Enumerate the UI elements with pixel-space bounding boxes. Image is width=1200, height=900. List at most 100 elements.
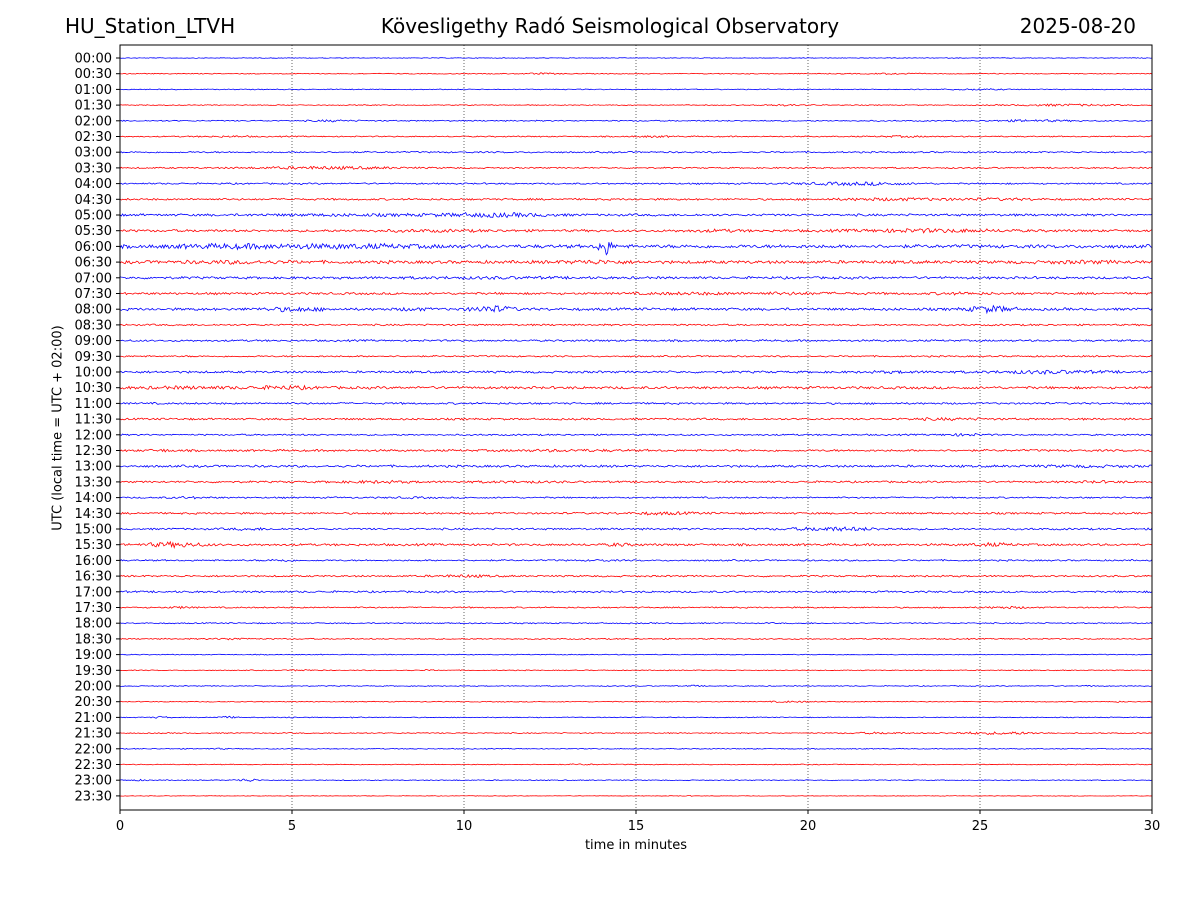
y-tick-label: 10:00 bbox=[75, 366, 112, 381]
y-tick-label: 01:30 bbox=[75, 99, 112, 114]
y-tick-label: 03:30 bbox=[75, 161, 112, 176]
x-tick-label: 0 bbox=[116, 819, 124, 834]
chart-title: Kövesligethy Radó Seismological Observat… bbox=[380, 14, 840, 38]
trace-1430 bbox=[119, 511, 1153, 516]
trace-1930 bbox=[119, 669, 1153, 672]
x-tick-label: 10 bbox=[456, 819, 473, 834]
trace-0430 bbox=[119, 197, 1153, 202]
x-tick-label: 25 bbox=[972, 819, 989, 834]
y-tick-label: 23:30 bbox=[75, 789, 112, 804]
trace-2100 bbox=[119, 715, 1153, 719]
y-tick-label: 06:30 bbox=[75, 256, 112, 271]
y-tick-label: 16:00 bbox=[75, 554, 112, 569]
y-tick-label: 21:00 bbox=[75, 711, 112, 726]
trace-1300 bbox=[119, 464, 1153, 469]
y-tick-label: 20:30 bbox=[75, 695, 112, 710]
trace-1630 bbox=[119, 573, 1153, 578]
grid-lines bbox=[291, 45, 981, 810]
y-tick-label: 21:30 bbox=[75, 727, 112, 742]
y-tick-label: 08:30 bbox=[75, 318, 112, 333]
y-tick-label: 19:30 bbox=[75, 664, 112, 679]
trace-1330 bbox=[119, 479, 1153, 485]
trace-0030 bbox=[119, 72, 1153, 76]
x-tick-label: 5 bbox=[288, 819, 296, 834]
y-tick-label: 07:30 bbox=[75, 287, 112, 302]
y-tick-label: 16:30 bbox=[75, 570, 112, 585]
station-name: HU_Station_LTVH bbox=[65, 14, 236, 38]
trace-1200 bbox=[119, 432, 1153, 437]
y-tick-label: 00:00 bbox=[75, 52, 112, 67]
trace-1400 bbox=[119, 495, 1153, 500]
y-tick-label: 08:00 bbox=[75, 303, 112, 318]
trace-0100 bbox=[119, 88, 1153, 91]
trace-1800 bbox=[119, 622, 1153, 625]
trace-2200 bbox=[120, 747, 1153, 750]
y-tick-label: 11:30 bbox=[75, 413, 112, 428]
y-tick-label: 14:00 bbox=[75, 491, 112, 506]
y-tick-label: 01:00 bbox=[75, 83, 112, 98]
y-tick-label: 02:30 bbox=[75, 130, 112, 145]
trace-0930 bbox=[119, 354, 1153, 358]
trace-2130 bbox=[119, 731, 1153, 735]
y-tick-label: 07:00 bbox=[75, 271, 112, 286]
y-tick-label: 10:30 bbox=[75, 381, 112, 396]
y-tick-label: 20:00 bbox=[75, 680, 112, 695]
y-tick-label: 23:00 bbox=[75, 774, 112, 789]
y-tick-label: 13:30 bbox=[75, 475, 112, 490]
trace-0330 bbox=[119, 165, 1153, 170]
y-tick-label: 00:30 bbox=[75, 67, 112, 82]
trace-1600 bbox=[119, 558, 1153, 562]
trace-0000 bbox=[119, 57, 1153, 59]
trace-0500 bbox=[119, 211, 1153, 219]
y-tick-label: 05:00 bbox=[75, 209, 112, 224]
y-tick-label: 18:00 bbox=[75, 617, 112, 632]
trace-1130 bbox=[119, 416, 1153, 422]
trace-1100 bbox=[119, 401, 1153, 406]
y-tick-label: 22:00 bbox=[75, 742, 112, 757]
y-tick-label: 06:00 bbox=[75, 240, 112, 255]
y-tick-label: 04:00 bbox=[75, 177, 112, 192]
x-tick-label: 30 bbox=[1144, 819, 1161, 834]
trace-2030 bbox=[119, 700, 1153, 703]
trace-0630 bbox=[119, 259, 1153, 265]
trace-0130 bbox=[119, 103, 1153, 107]
y-tick-label: 11:00 bbox=[75, 397, 112, 412]
seismogram-traces bbox=[119, 57, 1153, 797]
y-tick-label: 12:30 bbox=[75, 444, 112, 459]
trace-0600 bbox=[119, 241, 1153, 256]
y-tick-label: 09:00 bbox=[75, 334, 112, 349]
trace-2230 bbox=[119, 763, 1153, 766]
x-tick-label: 15 bbox=[628, 819, 645, 834]
trace-0230 bbox=[119, 135, 1152, 139]
trace-0300 bbox=[119, 150, 1153, 154]
trace-0200 bbox=[119, 118, 1153, 123]
y-tick-label: 15:00 bbox=[75, 523, 112, 538]
y-tick-label: 04:30 bbox=[75, 193, 112, 208]
x-axis-label: time in minutes bbox=[584, 838, 688, 853]
trace-1030 bbox=[119, 384, 1153, 391]
trace-0830 bbox=[119, 323, 1153, 327]
trace-1830 bbox=[119, 637, 1153, 641]
trace-1230 bbox=[119, 448, 1153, 453]
trace-1530 bbox=[119, 540, 1153, 549]
trace-0730 bbox=[119, 291, 1153, 296]
y-tick-label: 05:30 bbox=[75, 224, 112, 239]
trace-1700 bbox=[119, 590, 1153, 594]
y-tick-label: 09:30 bbox=[75, 350, 112, 365]
y-axis-label: UTC (local time = UTC + 02:00) bbox=[50, 325, 66, 531]
trace-2330 bbox=[119, 794, 1153, 797]
trace-0800 bbox=[119, 304, 1153, 315]
y-tick-label: 15:30 bbox=[75, 538, 112, 553]
y-tick-label: 03:00 bbox=[75, 146, 112, 161]
y-tick-label: 22:30 bbox=[75, 758, 112, 773]
trace-0900 bbox=[119, 338, 1153, 343]
x-axis-ticks: 0 5 10 15 20 25 30 bbox=[116, 810, 1160, 834]
chart-date: 2025-08-20 bbox=[1019, 14, 1136, 38]
trace-1000 bbox=[119, 369, 1153, 376]
x-tick-label: 20 bbox=[800, 819, 817, 834]
trace-0700 bbox=[119, 275, 1153, 281]
trace-1900 bbox=[119, 653, 1153, 656]
trace-0400 bbox=[119, 181, 1153, 187]
y-tick-label: 17:00 bbox=[75, 585, 112, 600]
